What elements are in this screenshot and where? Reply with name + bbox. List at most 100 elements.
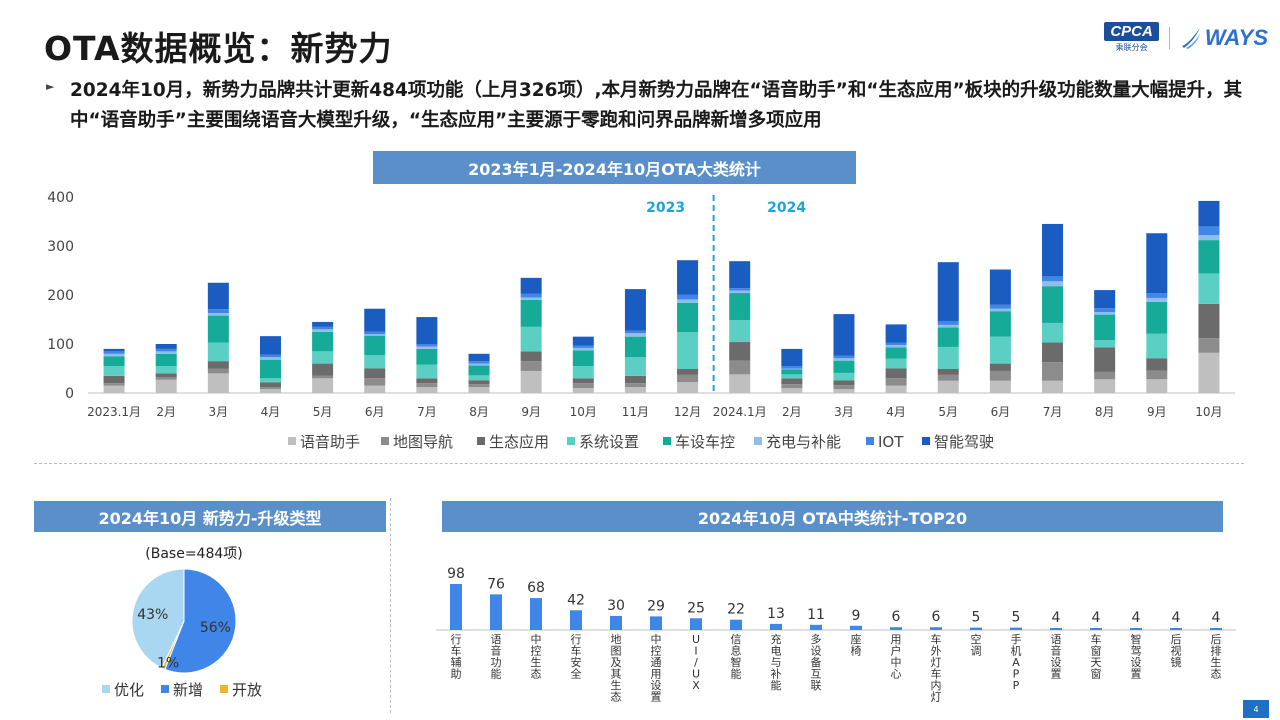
cpca-logo: CPCA 乘联分会 [1104,22,1159,53]
bar-segment [989,336,1011,364]
bar-segment [1042,380,1064,393]
legend-label: 语音助手 [300,433,360,451]
bar-segment [259,359,281,379]
top20-category-label: 语音设置 [1051,633,1062,681]
bar-segment [364,385,386,393]
summary-text: 2024年10月，新势力品牌共计更新484项功能（上月326项）,本月新势力品牌… [70,80,1243,131]
bar-segment [624,289,646,331]
bar-segment [312,375,334,379]
bar-segment [624,330,646,334]
bar-segment [259,357,281,360]
top20-value-label: 4 [1092,610,1101,626]
bar-segment [885,324,907,343]
bar-segment [1042,322,1064,343]
bar-segment [1146,301,1168,334]
legend-label: 系统设置 [579,433,639,451]
top20-category-label: 车窗天窗 [1091,632,1102,681]
bar-segment [677,299,699,303]
bar-segment [259,389,281,393]
bar-segment [1198,240,1220,274]
x-tick-label: 4月 [886,405,906,419]
bar-segment [1094,371,1116,380]
bar-segment [729,293,751,320]
bar-segment [103,383,125,386]
bar-segment [937,327,959,347]
bar-segment [833,360,855,373]
bar-segment [885,344,907,348]
bar-segment [1146,379,1168,393]
bar-segment [155,353,177,367]
bar-segment [624,336,646,358]
pie-chart-banner: 2024年10月 新势力-升级类型 [34,501,386,532]
bar-segment [1042,286,1064,323]
bar-segment [885,358,907,369]
bar-segment [1094,312,1116,315]
legend-label: 地图导航 [393,433,453,451]
bar-segment [1146,233,1168,294]
bar-segment [155,344,177,349]
bar-segment [989,308,1011,312]
x-tick-label: 2月 [782,405,802,419]
x-tick-label: 6月 [991,405,1011,419]
legend-swatch [288,437,296,445]
top20-bar [650,616,662,630]
bar-segment [677,332,699,369]
bar-segment [468,387,490,393]
x-tick-label: 9月 [521,405,541,419]
top20-category-label: 手机 A P P [1011,632,1022,692]
bar-segment [416,378,438,384]
top20-value-label: 68 [527,580,545,596]
bar-segment [468,365,490,376]
bar-segment [312,351,334,364]
cpca-logo-mark: CPCA [1104,22,1159,41]
bar-segment [259,387,281,390]
bar-segment [989,311,1011,337]
main-stacked-bar-chart: 0 100 200 300 400 2023 2024 2023.1月 2月 3月 4月 5月 6月 7月… [47,190,1235,451]
top20-category-label: U I / U X [692,633,700,692]
top20-bar [1090,628,1102,630]
pie-slice-label: 1% [157,656,179,672]
section-divider-horizontal [34,463,1244,464]
top20-value-label: 42 [567,592,585,608]
top20-value-label: 4 [1052,610,1061,626]
ways-logo: WAYS [1180,25,1268,51]
bar-segment [468,361,490,364]
x-tick-label: 10月 [570,405,597,419]
bar-segment [937,324,959,328]
x-tick-label: 5月 [938,405,958,419]
section-divider-vertical [390,498,391,713]
top20-value-label: 6 [892,609,901,625]
bar-segment [312,331,334,352]
top20-bar [1050,628,1062,630]
bar-segment [103,351,125,354]
bar-segment [833,314,855,356]
bar-segment [937,262,959,321]
bar-segment [364,355,386,369]
top20-category-label: 行车辅助 [451,633,462,681]
top20-value-label: 76 [487,576,505,592]
logo-group: CPCA 乘联分会 WAYS [1104,22,1268,53]
x-tick-label: 6月 [365,405,385,419]
bar-segment [937,374,959,381]
bar-segment [572,366,594,379]
page-title: OTA数据概览：新势力 [44,29,393,68]
top20-category-label: 智驾设置 [1131,632,1142,681]
top20-bar [850,625,862,630]
bar-segment [103,348,125,352]
bar-segment [833,385,855,390]
top20-value-label: 5 [972,610,981,626]
bar-segment [937,320,959,325]
bar-segment [677,382,699,393]
bar-segment [364,308,386,332]
x-tick-label: 2023.1月 [87,405,141,419]
bar-segment [781,368,803,370]
top20-category-label: 用户中心 [891,633,902,681]
bar-segment [937,380,959,393]
bar-segment [833,380,855,386]
bar-segment [207,368,229,374]
triangle-bullet-icon: ► [46,80,55,93]
top20-category-label: 车外灯车内灯 [931,632,942,704]
ways-logo-text: WAYS [1204,24,1268,50]
bar-segment [259,382,281,388]
bar-segment [1146,370,1168,380]
